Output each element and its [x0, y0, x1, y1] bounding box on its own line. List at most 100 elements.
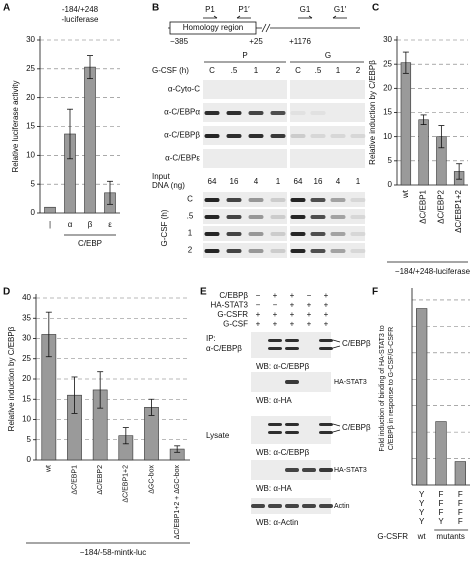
y-tick-label: 20: [383, 83, 392, 92]
sign: +: [290, 291, 295, 300]
band: [248, 232, 264, 236]
y-tick-label: 20: [22, 374, 31, 383]
band: [350, 134, 366, 138]
error-bar: [87, 55, 93, 80]
lysate-label: Lysate: [206, 431, 230, 440]
band: [319, 504, 333, 508]
band: [226, 198, 242, 202]
lane-label: 2: [276, 66, 281, 75]
primer-label: P1: [205, 5, 215, 14]
x-tick-label: F: [439, 508, 444, 517]
error-bar: [107, 180, 113, 205]
panel-letter: A: [3, 3, 10, 14]
error-bar: [71, 376, 78, 414]
sign: +: [307, 310, 312, 319]
band: [330, 215, 346, 219]
band: [270, 198, 286, 202]
band: [350, 249, 366, 253]
coordinate-label: −385: [170, 37, 189, 46]
blot: [203, 192, 287, 207]
y-tick-label: 30: [22, 334, 31, 343]
bar: [454, 461, 466, 486]
band: [268, 504, 282, 508]
sign: −: [273, 301, 278, 310]
y-tick-label: 10: [22, 415, 31, 424]
sign: +: [290, 301, 295, 310]
lane-label: 1: [336, 66, 341, 75]
band: [226, 232, 242, 236]
blot: [203, 226, 287, 241]
time-label: G-CSF (h): [152, 66, 189, 75]
wb-label: WB: α-HA: [256, 396, 292, 405]
band: [285, 504, 299, 508]
group-label: C/EBP: [78, 239, 102, 248]
bar: [416, 308, 428, 486]
x-tick-label: ε: [108, 220, 112, 229]
blot: [251, 416, 331, 444]
arrow: [332, 423, 341, 427]
band: [330, 249, 346, 253]
x-tick-label: |: [49, 220, 51, 229]
band: [248, 111, 264, 115]
wb-label: WB: α-C/EBPβ: [256, 362, 310, 371]
group-label: P: [242, 51, 247, 60]
chart-title: -184/+248: [62, 5, 99, 14]
band: [319, 431, 333, 434]
band: [319, 339, 333, 342]
band: [319, 423, 333, 426]
wb-label: WB: α-Actin: [256, 518, 298, 527]
sign: −: [256, 291, 261, 300]
break-mark: [261, 23, 267, 33]
band: [330, 134, 346, 138]
blot: [203, 103, 287, 122]
band: [310, 232, 326, 236]
y-tick-label: 15: [383, 108, 392, 117]
x-tick-label: F: [439, 490, 444, 499]
antibody-label: α-C/EBPα: [164, 108, 200, 117]
x-tick-label: ΔGC-box: [148, 465, 155, 494]
panel-letter: D: [3, 287, 10, 298]
x-tick-label: α: [68, 220, 73, 229]
error-bar: [148, 398, 155, 416]
band: [270, 232, 286, 236]
x-tick-label: F: [458, 499, 463, 508]
blot: [203, 149, 287, 168]
lane-label: 16: [230, 177, 239, 186]
blot: [203, 209, 287, 224]
x-tick-label: Y: [419, 517, 425, 526]
band: [290, 232, 306, 236]
y-tick-label: 10: [26, 150, 35, 159]
sign: +: [307, 320, 312, 329]
x-tick-label: ΔC/EBP1+2: [454, 189, 463, 232]
y-axis-label: Relative luciferase activity: [11, 80, 20, 172]
y-axis-label: Relative induction by C/EBPβ: [368, 60, 377, 165]
arrow: [332, 345, 341, 349]
sign: +: [256, 310, 261, 319]
x-tick-label: ΔC/EBP1+2 + ΔGC-box: [174, 465, 181, 540]
x-tick-label: ΔC/EBP1+2: [123, 465, 130, 503]
bar: [435, 421, 447, 486]
band: [285, 347, 299, 350]
error-bar: [456, 163, 463, 180]
x-tick-label: Y: [419, 490, 425, 499]
error-bar: [122, 427, 129, 445]
error-bar: [402, 51, 409, 74]
row-label: C: [187, 195, 193, 204]
input-label: DNA (ng): [152, 181, 185, 190]
band: [204, 198, 220, 202]
ip-label: α-C/EBPβ: [206, 344, 242, 353]
x-tick-label: F: [458, 517, 463, 526]
blot: [203, 80, 287, 99]
y-axis-label: Relative induction by C/EBPβ: [7, 326, 16, 431]
lane-label: C: [209, 66, 215, 75]
sign: +: [307, 301, 312, 310]
band-label: HA-STAT3: [334, 379, 367, 386]
x-tick-label: ΔC/EBP1: [71, 465, 78, 495]
band: [204, 111, 220, 115]
ip-label: IP:: [206, 334, 216, 343]
blot: [251, 332, 331, 358]
band: [285, 468, 299, 472]
coordinate-label: +1176: [289, 37, 311, 46]
condition-label: HA-STAT3: [211, 301, 249, 310]
x-tick-label: F: [458, 490, 463, 499]
